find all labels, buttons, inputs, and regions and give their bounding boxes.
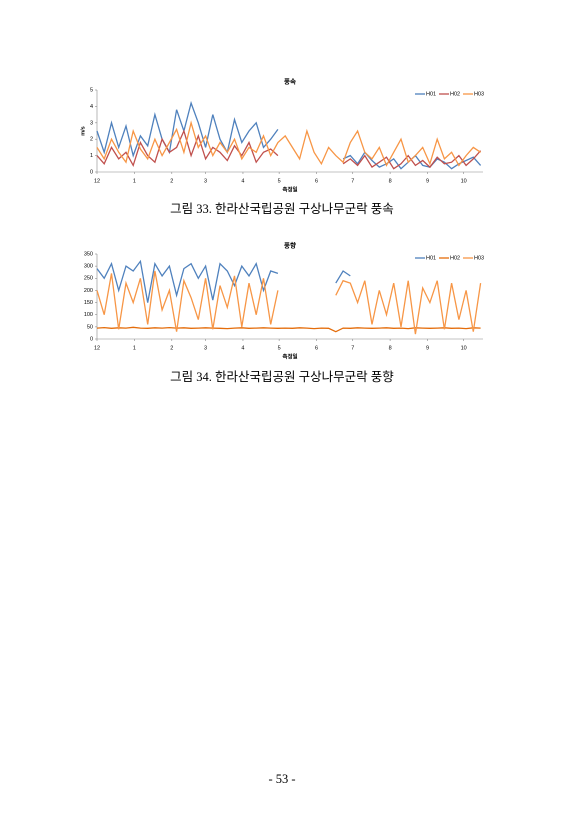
y-tick-label: 3 (90, 120, 93, 126)
x-tick-label: 5 (278, 345, 281, 351)
legend-label: H01 (426, 91, 436, 97)
x-tick-label: 1 (133, 345, 136, 351)
x-tick-label: 7 (351, 345, 354, 351)
legend-label: H01 (426, 255, 436, 261)
x-tick-label: 1 (133, 178, 136, 184)
y-tick-label: 350 (84, 251, 93, 257)
series-line (96, 120, 481, 167)
x-tick-label: 3 (204, 178, 207, 184)
y-tick-label: 2 (90, 137, 93, 143)
series-line (96, 259, 351, 303)
x-tick-label: 8 (389, 178, 392, 184)
chart-title: 풍향 (284, 241, 296, 250)
y-tick-label: 0 (90, 336, 93, 342)
x-tick-label: 4 (241, 345, 244, 351)
y-tick-label: 200 (84, 288, 93, 294)
y-tick-label: 4 (90, 104, 93, 110)
x-tick-label: 3 (204, 345, 207, 351)
series-line (96, 326, 481, 333)
x-tick-label: 9 (426, 178, 429, 184)
caption: 그림 33. 한라산국립공원 구상나무군락 풍속 (170, 202, 394, 216)
x-axis-label: 측정일 (282, 185, 297, 193)
x-tick-label: 2 (170, 345, 173, 351)
x-tick-label: 4 (241, 178, 244, 184)
x-tick-label: 12 (94, 178, 100, 184)
legend-label: H02 (450, 255, 460, 261)
x-tick-label: 9 (426, 345, 429, 351)
y-tick-label: 300 (84, 264, 93, 270)
legend-label: H03 (474, 255, 484, 261)
x-tick-label: 5 (278, 178, 281, 184)
y-axis-label: m/s (80, 126, 86, 135)
series-line (96, 100, 482, 170)
y-tick-label: 250 (84, 276, 93, 282)
x-tick-label: 12 (94, 345, 100, 351)
caption: 그림 34. 한라산국립공원 구상나무군락 풍향 (170, 370, 394, 384)
y-tick-label: 0 (90, 169, 93, 175)
x-tick-label: 6 (315, 345, 318, 351)
x-axis-label: 측정일 (282, 352, 297, 360)
y-tick-label: 5 (90, 87, 93, 93)
series-line (96, 129, 482, 170)
chart-title: 풍속 (284, 77, 296, 86)
legend-label: H02 (450, 91, 460, 97)
y-tick-label: 50 (87, 324, 93, 330)
x-tick-label: 6 (315, 178, 318, 184)
y-tick-label: 100 (84, 312, 93, 318)
legend-label: H03 (474, 91, 484, 97)
x-tick-label: 7 (351, 178, 354, 184)
x-tick-label: 8 (389, 345, 392, 351)
x-tick-label: 10 (461, 178, 467, 184)
y-tick-label: 1 (90, 153, 93, 159)
x-tick-label: 2 (170, 178, 173, 184)
y-tick-label: 150 (84, 300, 93, 306)
x-tick-label: 10 (461, 345, 467, 351)
page-number: - 53 - (268, 772, 295, 786)
series-line (96, 270, 482, 335)
